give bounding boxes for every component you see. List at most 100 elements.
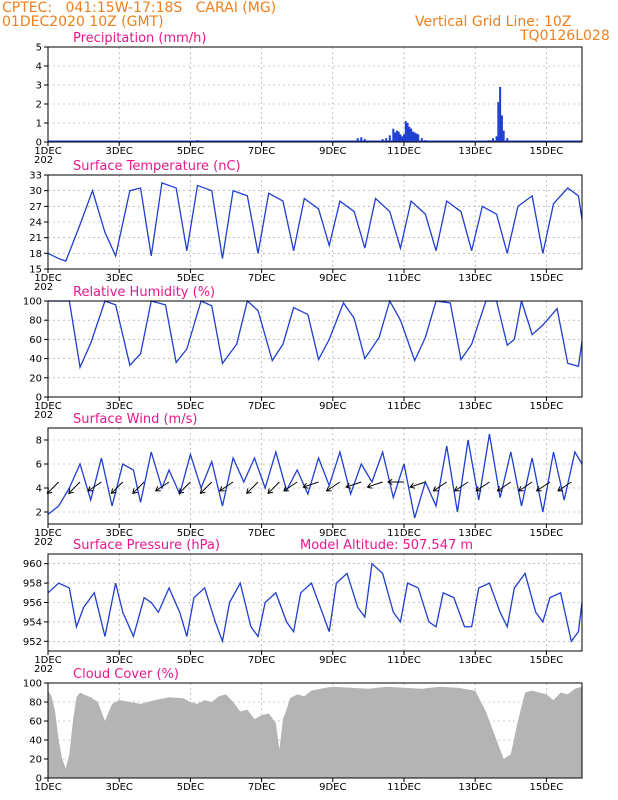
y-tick-label: 100 — [23, 679, 42, 690]
panel-title: Cloud Cover (%) — [73, 667, 179, 682]
panel-title: Surface Temperature (nC) — [73, 159, 241, 174]
precip-bar — [420, 138, 423, 142]
y-tick-label: 960 — [23, 559, 42, 570]
precip-bar — [388, 135, 391, 142]
y-tick-label: 24 — [29, 218, 42, 229]
wind-vector-head — [246, 488, 252, 494]
wind-vector — [283, 481, 298, 492]
wind-vector — [155, 481, 170, 492]
x-year-label: 202 — [34, 537, 53, 548]
wind-vector-head — [132, 488, 138, 494]
wind-vector — [454, 481, 469, 492]
panel-frame — [47, 46, 583, 143]
y-tick-label: 40 — [29, 736, 42, 747]
wind-vector — [178, 481, 191, 494]
x-tick-label: 5DEC — [177, 655, 204, 666]
precip-bar — [394, 132, 397, 142]
panel-frame — [47, 427, 583, 525]
y-tick-label: 0 — [36, 393, 42, 404]
wind-vector-head — [302, 482, 309, 489]
y-tick-label: 20 — [29, 755, 42, 766]
y-tick-label: 40 — [29, 354, 42, 365]
precip-bar — [395, 130, 398, 142]
wind-vector — [345, 481, 362, 488]
x-tick-label: 5DEC — [177, 528, 204, 539]
y-tick-label: 60 — [29, 717, 42, 728]
wind-vector-head — [68, 488, 74, 494]
wind-vector — [433, 481, 447, 492]
x-year-label: 202 — [34, 282, 53, 293]
x-tick-label: 9DEC — [319, 146, 346, 157]
precip-bar — [403, 134, 405, 142]
x-tick-label: 3DEC — [106, 655, 133, 666]
precip-bar — [397, 131, 400, 142]
panel-6: 0 20 40 60 80 100 1DEC 3DEC 5DEC 7DEC 9DEC 11DEC 13D… — [23, 667, 583, 793]
x-tick-label: 13DEC — [458, 401, 492, 412]
precip-bar — [506, 138, 509, 142]
precip-bar — [404, 121, 407, 142]
x-year-label: 202 — [34, 410, 53, 421]
precip-bar — [406, 123, 409, 142]
x-tick-label: 13DEC — [458, 782, 492, 793]
x-tick-label: 15DEC — [530, 273, 564, 284]
y-tick-label: 2 — [36, 508, 42, 519]
y-tick-label: 30 — [29, 186, 42, 197]
wind-vector — [497, 481, 512, 492]
x-tick-label: 7DEC — [248, 146, 275, 157]
y-tick-label: 2 — [36, 100, 42, 111]
x-tick-label: 7DEC — [248, 528, 275, 539]
y-tick-label: 27 — [29, 202, 42, 213]
precip-bar — [360, 137, 363, 142]
y-tick-label: 80 — [29, 698, 42, 709]
precip-bar — [356, 138, 359, 142]
y-tick-label: 952 — [23, 637, 42, 648]
y-tick-label: 6 — [36, 460, 42, 471]
x-tick-label: 7DEC — [248, 655, 275, 666]
wind-vector — [475, 481, 490, 492]
x-tick-label: 1DEC — [34, 273, 61, 284]
panel-title: Surface Pressure (hPa) — [73, 538, 220, 553]
precip-bar — [413, 132, 416, 142]
series-line — [47, 181, 583, 262]
y-tick-label: 4 — [36, 484, 42, 495]
wind-vector — [68, 481, 81, 494]
y-tick-label: 100 — [23, 297, 42, 308]
panel-1: 0 1 2 3 4 5 1DEC 3DEC 5DEC 7DEC 9DEC 11DEC 13DEC 15DE… — [34, 31, 583, 166]
x-tick-label: 11DEC — [387, 273, 421, 284]
wind-vector-head — [387, 478, 393, 486]
x-tick-label: 7DEC — [248, 782, 275, 793]
wind-vector-head — [432, 486, 439, 492]
wind-vector-head — [475, 486, 482, 492]
x-tick-label: 1DEC — [34, 782, 61, 793]
precip-bar — [497, 102, 500, 142]
wind-vector-head — [325, 486, 332, 492]
x-tick-label: 5DEC — [177, 146, 204, 157]
x-tick-label: 3DEC — [106, 401, 133, 412]
x-tick-label: 9DEC — [319, 273, 346, 284]
y-tick-label: 954 — [23, 617, 42, 628]
wind-vector-head — [453, 486, 460, 492]
wind-vector-head — [178, 488, 185, 494]
precip-bar — [385, 138, 388, 142]
x-tick-label: 15DEC — [530, 528, 564, 539]
series-line — [47, 562, 583, 644]
y-tick-label: 21 — [29, 233, 42, 244]
y-tick-label: 33 — [29, 171, 42, 182]
x-year-label: 202 — [34, 664, 53, 675]
wind-vector-head — [219, 486, 225, 492]
wind-vector — [326, 481, 341, 492]
wind-vector-head — [535, 486, 542, 492]
x-tick-label: 5DEC — [177, 401, 204, 412]
x-tick-label: 9DEC — [319, 401, 346, 412]
wind-vector-head — [87, 486, 94, 492]
y-tick-label: 956 — [23, 598, 42, 609]
cloud-cover-area — [48, 686, 582, 778]
wind-vector — [267, 481, 280, 494]
x-tick-label: 11DEC — [387, 782, 421, 793]
x-tick-label: 11DEC — [387, 655, 421, 666]
precip-bar — [500, 115, 503, 142]
wind-vector-head — [518, 486, 524, 492]
panel-frame — [47, 682, 583, 779]
y-tick-label: 3 — [36, 81, 42, 92]
x-tick-label: 13DEC — [458, 146, 492, 157]
